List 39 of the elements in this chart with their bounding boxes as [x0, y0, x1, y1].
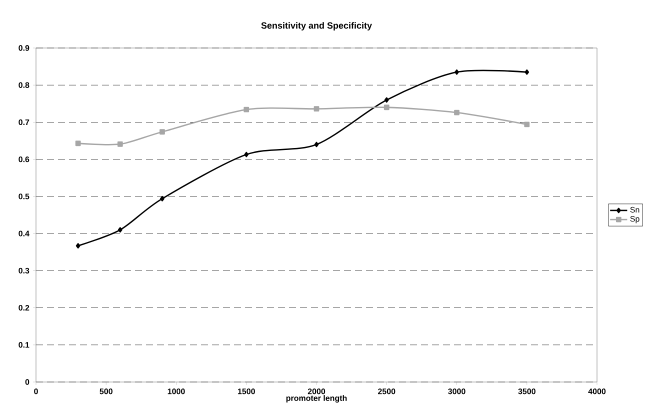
x-tick-label: 3000 [448, 388, 466, 394]
legend-label: Sn [630, 206, 640, 213]
y-tick-label: 0.6 [18, 156, 30, 162]
x-axis-title: promoter length [286, 395, 347, 403]
x-tick-label: 0 [34, 388, 38, 394]
x-tick-label: 500 [100, 388, 112, 394]
x-tick-label: 1000 [168, 388, 185, 394]
point [314, 106, 320, 112]
point [454, 110, 460, 116]
x-tick-label: 1500 [238, 388, 255, 394]
x-tick-label: 2000 [308, 388, 326, 394]
point [454, 69, 459, 75]
point [524, 122, 530, 128]
legend-label: Sp [630, 216, 640, 224]
y-tick-label: 0.7 [18, 119, 30, 126]
point [160, 129, 165, 135]
point [160, 196, 164, 202]
point [75, 140, 81, 146]
y-tick-label: 0 [25, 379, 30, 385]
point [76, 243, 80, 248]
point [384, 97, 389, 103]
chart-title: Sensitivity and Specificity [261, 22, 372, 30]
x-tick-label: 3500 [518, 388, 536, 394]
point [117, 141, 123, 147]
y-tick-label: 0.2 [18, 304, 30, 311]
y-tick-label: 0.8 [18, 82, 30, 88]
point [524, 69, 530, 75]
y-tick-label: 0.9 [18, 45, 30, 51]
y-tick-label: 0.5 [18, 194, 30, 200]
y-tick-label: 0.4 [18, 230, 30, 236]
point [384, 104, 390, 110]
point [244, 152, 249, 158]
point [118, 227, 122, 233]
point [244, 106, 250, 112]
point [314, 142, 319, 148]
y-tick-label: 0.1 [18, 342, 30, 348]
y-tick-label: 0.3 [18, 268, 30, 274]
x-tick-label: 2500 [378, 388, 396, 394]
x-tick-label: 4000 [588, 388, 606, 394]
